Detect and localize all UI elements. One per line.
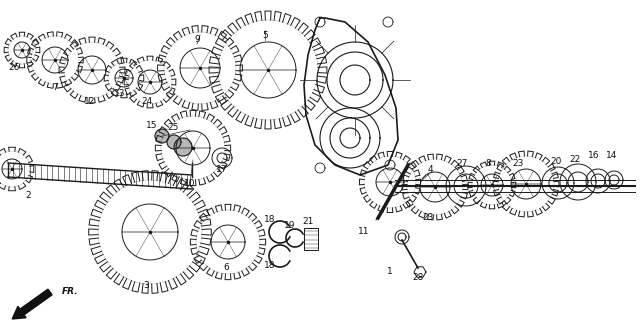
Text: 23: 23 bbox=[512, 158, 524, 167]
Text: 2: 2 bbox=[25, 190, 31, 199]
FancyArrow shape bbox=[12, 289, 52, 319]
Polygon shape bbox=[167, 135, 181, 149]
Text: 1: 1 bbox=[387, 268, 393, 276]
Text: 7: 7 bbox=[52, 84, 58, 92]
Text: 26: 26 bbox=[8, 63, 20, 73]
Text: 27: 27 bbox=[456, 159, 468, 169]
Text: 21: 21 bbox=[302, 218, 314, 227]
Text: 17: 17 bbox=[216, 165, 228, 174]
Text: 18: 18 bbox=[264, 260, 276, 269]
Text: 14: 14 bbox=[606, 150, 618, 159]
Text: 9: 9 bbox=[194, 36, 200, 44]
Text: 8: 8 bbox=[485, 158, 491, 167]
Text: 13: 13 bbox=[115, 89, 125, 98]
Text: 3: 3 bbox=[143, 281, 149, 290]
Polygon shape bbox=[155, 129, 169, 143]
Text: 15: 15 bbox=[147, 121, 157, 130]
Text: 19: 19 bbox=[284, 220, 296, 229]
Text: 16: 16 bbox=[588, 151, 600, 161]
Text: 20: 20 bbox=[550, 157, 562, 166]
Text: FR.: FR. bbox=[62, 286, 79, 295]
Text: 23: 23 bbox=[422, 212, 434, 221]
Text: 25: 25 bbox=[167, 124, 179, 132]
Text: 18: 18 bbox=[264, 215, 276, 225]
Text: 10: 10 bbox=[184, 179, 196, 188]
Text: 5: 5 bbox=[262, 31, 268, 41]
Text: 6: 6 bbox=[223, 262, 229, 271]
Text: 28: 28 bbox=[412, 274, 424, 283]
Text: 4: 4 bbox=[427, 165, 433, 174]
Bar bbox=[304, 228, 318, 250]
Text: 12: 12 bbox=[84, 98, 96, 107]
Polygon shape bbox=[174, 138, 192, 156]
Text: 24: 24 bbox=[141, 98, 152, 107]
Text: 22: 22 bbox=[570, 156, 580, 164]
Text: 11: 11 bbox=[358, 228, 370, 236]
